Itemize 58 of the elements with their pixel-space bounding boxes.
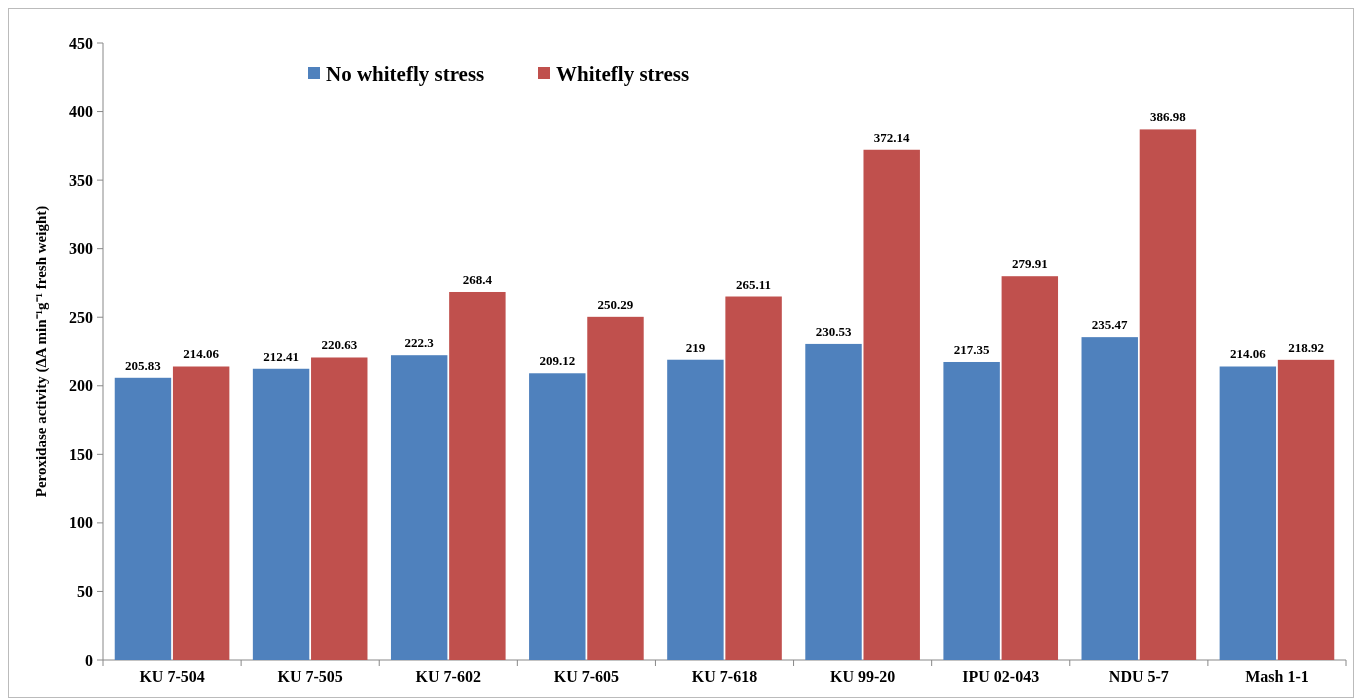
x-tick-label: NDU 5-7 <box>1108 668 1169 685</box>
data-label: 217.35 <box>953 341 990 357</box>
data-label: 214.06 <box>1229 346 1267 362</box>
bar <box>1139 129 1197 660</box>
data-label: 230.53 <box>815 323 852 339</box>
bar <box>529 373 586 660</box>
x-tick-label: IPU 02-043 <box>962 668 1040 685</box>
data-label: 219 <box>685 339 706 355</box>
bar <box>805 343 862 660</box>
data-label: 250.29 <box>597 296 634 312</box>
x-tick-label: KU 7-504 <box>139 668 205 685</box>
y-tick-label: 400 <box>69 103 93 121</box>
data-label: 265.11 <box>736 276 772 292</box>
data-label: 220.63 <box>321 337 358 353</box>
bar <box>449 291 506 660</box>
bar <box>252 368 310 660</box>
y-tick-label: 50 <box>77 583 93 601</box>
y-axis-title: Peroxidase activity (ΔA min⁻¹g⁻¹ fresh weight) <box>33 205 50 498</box>
bar <box>172 366 230 660</box>
bar <box>667 359 724 660</box>
data-label: 268.4 <box>462 271 493 287</box>
bar <box>311 357 368 660</box>
y-tick-label: 300 <box>69 240 93 258</box>
bar <box>725 296 782 660</box>
data-label: 205.83 <box>125 357 162 373</box>
data-label: 372.14 <box>873 129 911 145</box>
legend-label: No whitefly stress <box>326 62 485 87</box>
bar <box>943 361 1000 660</box>
x-tick-label: KU 99-20 <box>829 668 896 685</box>
y-tick-label: 200 <box>69 377 93 395</box>
bar <box>863 149 920 660</box>
y-tick-label: 350 <box>69 171 93 189</box>
bar <box>1277 359 1335 660</box>
bar <box>1001 276 1059 660</box>
x-tick-label: KU 7-618 <box>691 668 758 685</box>
data-label: 386.98 <box>1150 109 1187 125</box>
data-label: 222.3 <box>404 335 435 351</box>
legend-label: Whitefly stress <box>556 62 690 87</box>
y-tick-label: 250 <box>69 308 93 326</box>
x-tick-label: Mash 1-1 <box>1245 668 1309 685</box>
bar <box>114 377 172 660</box>
bar <box>587 316 644 660</box>
data-label: 214.06 <box>183 346 220 362</box>
bar <box>1081 337 1138 660</box>
data-label: 279.91 <box>1011 256 1048 272</box>
x-tick-label: KU 7-605 <box>553 668 620 685</box>
bar <box>1219 366 1277 660</box>
x-tick-label: KU 7-602 <box>415 668 481 685</box>
data-label: 212.41 <box>263 348 299 364</box>
data-label: 209.12 <box>539 353 576 369</box>
bar <box>390 355 448 660</box>
y-tick-label: 100 <box>69 514 93 532</box>
y-tick-label: 0 <box>85 651 93 669</box>
data-label: 235.47 <box>1091 317 1129 333</box>
y-tick-label: 450 <box>69 34 93 52</box>
x-tick-label: KU 7-505 <box>277 668 343 685</box>
y-tick-label: 150 <box>69 445 93 463</box>
data-label: 218.92 <box>1288 339 1324 355</box>
